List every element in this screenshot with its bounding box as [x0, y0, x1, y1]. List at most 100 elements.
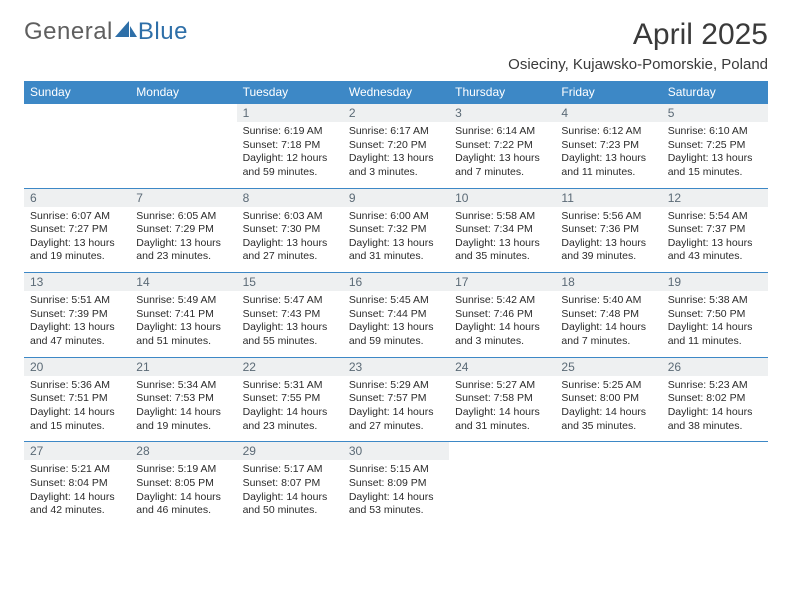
day-data: Sunrise: 5:45 AMSunset: 7:44 PMDaylight:… [343, 291, 449, 357]
sunrise-text: Sunrise: 5:42 AM [455, 294, 549, 308]
day-number: 6 [24, 189, 130, 207]
daylight-text: Daylight: 13 hours and 31 minutes. [349, 237, 443, 264]
sunset-text: Sunset: 7:41 PM [136, 308, 230, 322]
daylight-text: Daylight: 13 hours and 11 minutes. [561, 152, 655, 179]
calendar-cell: 26Sunrise: 5:23 AMSunset: 8:02 PMDayligh… [662, 357, 768, 442]
daylight-text: Daylight: 13 hours and 35 minutes. [455, 237, 549, 264]
day-header: Sunday [24, 81, 130, 103]
day-number: 28 [130, 442, 236, 460]
sunrise-text: Sunrise: 5:19 AM [136, 463, 230, 477]
day-data: Sunrise: 5:58 AMSunset: 7:34 PMDaylight:… [449, 207, 555, 273]
day-data: Sunrise: 5:21 AMSunset: 8:04 PMDaylight:… [24, 460, 130, 526]
day-data: Sunrise: 5:23 AMSunset: 8:02 PMDaylight:… [662, 376, 768, 442]
day-data: Sunrise: 5:42 AMSunset: 7:46 PMDaylight:… [449, 291, 555, 357]
calendar-cell: 6Sunrise: 6:07 AMSunset: 7:27 PMDaylight… [24, 188, 130, 273]
sunset-text: Sunset: 7:22 PM [455, 139, 549, 153]
sunset-text: Sunset: 7:39 PM [30, 308, 124, 322]
calendar-cell: .. [24, 103, 130, 188]
sunrise-text: Sunrise: 6:14 AM [455, 125, 549, 139]
daylight-text: Daylight: 13 hours and 23 minutes. [136, 237, 230, 264]
day-number: 24 [449, 358, 555, 376]
calendar-cell: .. [130, 103, 236, 188]
day-number: 8 [237, 189, 343, 207]
page-title: April 2025 [508, 18, 768, 52]
calendar-cell: 18Sunrise: 5:40 AMSunset: 7:48 PMDayligh… [555, 272, 661, 357]
sunset-text: Sunset: 7:44 PM [349, 308, 443, 322]
day-number: 22 [237, 358, 343, 376]
daylight-text: Daylight: 13 hours and 19 minutes. [30, 237, 124, 264]
calendar-cell: 14 Sunrise: 5:49 AMSunset: 7:41 PMDayligh… [130, 272, 236, 357]
sunset-text: Sunset: 7:57 PM [349, 392, 443, 406]
day-header: Monday [130, 81, 236, 103]
day-data: Sunrise: 6:10 AMSunset: 7:25 PMDaylight:… [662, 122, 768, 188]
day-number: 14 [130, 273, 236, 291]
calendar-header-row: SundayMondayTuesdayWednesdayThursdayFrid… [24, 81, 768, 103]
day-header: Wednesday [343, 81, 449, 103]
daylight-text: Daylight: 14 hours and 42 minutes. [30, 491, 124, 518]
day-number: 15 [237, 273, 343, 291]
sunset-text: Sunset: 7:53 PM [136, 392, 230, 406]
calendar-cell: 20Sunrise: 5:36 AMSunset: 7:51 PMDayligh… [24, 357, 130, 442]
calendar-cell: 30Sunrise: 5:15 AMSunset: 8:09 PMDayligh… [343, 441, 449, 526]
day-data: Sunrise: 5:36 AMSunset: 7:51 PMDaylight:… [24, 376, 130, 442]
sunrise-text: Sunrise: 6:19 AM [243, 125, 337, 139]
sunset-text: Sunset: 7:46 PM [455, 308, 549, 322]
sunrise-text: Sunrise: 5:38 AM [668, 294, 762, 308]
daylight-text: Daylight: 14 hours and 35 minutes. [561, 406, 655, 433]
page: General Blue April 2025 Osieciny, Kujaws… [0, 0, 792, 526]
calendar-cell: .. [449, 441, 555, 526]
sunrise-text: Sunrise: 6:07 AM [30, 210, 124, 224]
calendar-cell: 24Sunrise: 5:27 AMSunset: 7:58 PMDayligh… [449, 357, 555, 442]
day-number: 17 [449, 273, 555, 291]
day-number: 2 [343, 104, 449, 122]
daylight-text: Daylight: 12 hours and 59 minutes. [243, 152, 337, 179]
day-header: Tuesday [237, 81, 343, 103]
day-number: 26 [662, 358, 768, 376]
calendar-week: 20Sunrise: 5:36 AMSunset: 7:51 PMDayligh… [24, 357, 768, 442]
day-number: 13 [24, 273, 130, 291]
sunrise-text: Sunrise: 5:23 AM [668, 379, 762, 393]
sunset-text: Sunset: 7:58 PM [455, 392, 549, 406]
day-header: Thursday [449, 81, 555, 103]
day-data: Sunrise: 5:29 AMSunset: 7:57 PMDaylight:… [343, 376, 449, 442]
day-data: Sunrise: 5:17 AMSunset: 8:07 PMDaylight:… [237, 460, 343, 526]
day-number: 3 [449, 104, 555, 122]
calendar-cell: 29Sunrise: 5:17 AMSunset: 8:07 PMDayligh… [237, 441, 343, 526]
daylight-text: Daylight: 14 hours and 19 minutes. [136, 406, 230, 433]
header: General Blue April 2025 Osieciny, Kujaws… [24, 18, 768, 73]
sunset-text: Sunset: 8:09 PM [349, 477, 443, 491]
calendar-cell: 5Sunrise: 6:10 AMSunset: 7:25 PMDaylight… [662, 103, 768, 188]
day-number: 25 [555, 358, 661, 376]
day-number: 29 [237, 442, 343, 460]
sunset-text: Sunset: 7:18 PM [243, 139, 337, 153]
daylight-text: Daylight: 14 hours and 15 minutes. [30, 406, 124, 433]
sunrise-text: Sunrise: 5:36 AM [30, 379, 124, 393]
sunrise-text: Sunrise: 6:03 AM [243, 210, 337, 224]
sunset-text: Sunset: 7:43 PM [243, 308, 337, 322]
day-data: Sunrise: 6:07 AMSunset: 7:27 PMDaylight:… [24, 207, 130, 273]
calendar-cell: 9Sunrise: 6:00 AMSunset: 7:32 PMDaylight… [343, 188, 449, 273]
day-data: Sunrise: 6:12 AMSunset: 7:23 PMDaylight:… [555, 122, 661, 188]
daylight-text: Daylight: 13 hours and 51 minutes. [136, 321, 230, 348]
daylight-text: Daylight: 13 hours and 43 minutes. [668, 237, 762, 264]
sunset-text: Sunset: 7:29 PM [136, 223, 230, 237]
sunrise-text: Sunrise: 5:51 AM [30, 294, 124, 308]
logo-text-general: General [24, 18, 113, 46]
day-data: Sunrise: 6:03 AMSunset: 7:30 PMDaylight:… [237, 207, 343, 273]
daylight-text: Daylight: 13 hours and 15 minutes. [668, 152, 762, 179]
sunset-text: Sunset: 7:30 PM [243, 223, 337, 237]
sunset-text: Sunset: 7:37 PM [668, 223, 762, 237]
calendar-cell: 8Sunrise: 6:03 AMSunset: 7:30 PMDaylight… [237, 188, 343, 273]
day-data: Sunrise: 5:34 AMSunset: 7:53 PMDaylight:… [130, 376, 236, 442]
daylight-text: Daylight: 14 hours and 23 minutes. [243, 406, 337, 433]
calendar-cell: 16Sunrise: 5:45 AMSunset: 7:44 PMDayligh… [343, 272, 449, 357]
day-data: Sunrise: 6:19 AMSunset: 7:18 PMDaylight:… [237, 122, 343, 188]
logo-sail-icon [115, 19, 137, 39]
sunrise-text: Sunrise: 5:21 AM [30, 463, 124, 477]
day-number: 10 [449, 189, 555, 207]
calendar-cell: 12Sunrise: 5:54 AMSunset: 7:37 PMDayligh… [662, 188, 768, 273]
title-block: April 2025 Osieciny, Kujawsko-Pomorskie,… [508, 18, 768, 73]
sunrise-text: Sunrise: 5:49 AM [136, 294, 230, 308]
calendar-cell: .. [555, 441, 661, 526]
daylight-text: Daylight: 13 hours and 55 minutes. [243, 321, 337, 348]
